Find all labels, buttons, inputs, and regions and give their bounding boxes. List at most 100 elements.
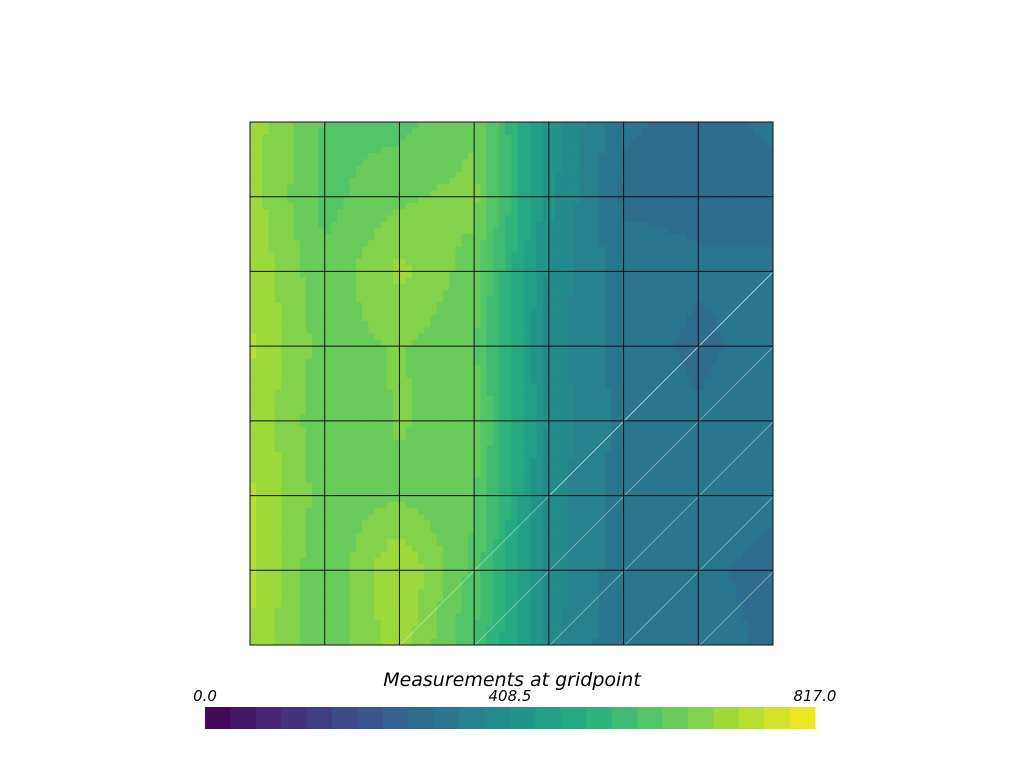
contour-cell: [299, 346, 307, 353]
contour-cell: [399, 358, 407, 366]
contour-cell: [380, 414, 388, 422]
contour-cell: [748, 165, 755, 173]
contour-cell: [604, 315, 612, 322]
contour-cell: [517, 227, 525, 235]
contour-cell: [318, 302, 326, 310]
contour-cell: [723, 277, 731, 285]
contour-cell: [648, 445, 656, 453]
contour-cell: [586, 395, 594, 403]
contour-cell: [567, 346, 575, 353]
contour-cell: [542, 483, 550, 490]
contour-cell: [760, 302, 768, 310]
contour-cell: [723, 377, 731, 385]
contour-cell: [766, 296, 773, 304]
contour-cell: [555, 321, 562, 329]
contour-cell: [623, 302, 631, 310]
contour-cell: [567, 402, 575, 410]
contour-cell: [629, 178, 637, 185]
contour-cell: [380, 308, 388, 316]
contour-cell: [250, 209, 257, 216]
contour-cell: [530, 277, 538, 285]
contour-cell: [710, 327, 718, 335]
contour-cell: [548, 159, 556, 167]
contour-cell: [598, 408, 606, 416]
contour-cell: [561, 402, 569, 410]
contour-cell: [642, 327, 650, 335]
contour-cell: [679, 464, 687, 472]
contour-cell: [393, 234, 401, 241]
contour-cell: [318, 128, 326, 136]
contour-cell: [716, 209, 724, 216]
contour-cell: [604, 476, 612, 484]
contour-cell: [443, 464, 450, 472]
contour-cell: [262, 395, 270, 403]
contour-cell: [685, 215, 693, 223]
contour-cell: [455, 395, 463, 403]
contour-cell: [617, 402, 625, 410]
contour-cell: [716, 470, 724, 478]
contour-cell: [337, 215, 344, 223]
contour-cell: [337, 476, 344, 484]
contour-cell: [642, 358, 650, 366]
contour-cell: [598, 265, 606, 273]
contour-cell: [268, 165, 276, 173]
contour-cell: [318, 352, 326, 360]
contour-cell: [648, 277, 656, 285]
contour-cell: [467, 178, 475, 185]
contour-cell: [723, 433, 731, 441]
contour-cell: [443, 258, 450, 266]
contour-cell: [499, 215, 506, 223]
contour-cell: [735, 383, 743, 391]
contour-cell: [716, 153, 724, 160]
contour-cell: [281, 358, 288, 366]
contour-cell: [760, 420, 768, 428]
contour-cell: [617, 227, 625, 235]
contour-cell: [343, 283, 351, 291]
contour-cell: [766, 321, 773, 329]
contour-cell: [474, 209, 481, 216]
contour-cell: [287, 451, 295, 459]
contour-cell: [405, 240, 413, 248]
contour-cell: [455, 358, 463, 366]
contour-cell: [555, 458, 562, 466]
contour-cell: [592, 202, 600, 210]
contour-cell: [405, 134, 413, 142]
contour-cell: [592, 196, 600, 204]
contour-cell: [723, 445, 731, 453]
contour-cell: [642, 209, 650, 216]
contour-cell: [306, 196, 313, 204]
contour-cell: [461, 215, 469, 223]
contour-cell: [667, 464, 674, 472]
contour-cell: [636, 339, 643, 347]
contour-cell: [250, 420, 257, 428]
contour-cell: [436, 402, 444, 410]
contour-cell: [486, 427, 494, 434]
contour-cell: [274, 339, 282, 347]
contour-cell: [399, 240, 407, 248]
contour-cell: [374, 427, 382, 434]
contour-cell: [424, 464, 432, 472]
contour-cell: [542, 283, 550, 291]
contour-cell: [729, 451, 737, 459]
contour-cell: [604, 178, 612, 185]
contour-cell: [679, 252, 687, 260]
contour-cell: [642, 339, 650, 347]
contour-cell: [362, 433, 369, 441]
contour-cell: [436, 308, 444, 316]
contour-cell: [660, 146, 668, 154]
contour-cell: [362, 283, 369, 291]
contour-cell: [318, 178, 326, 185]
contour-cell: [555, 402, 562, 410]
contour-cell: [436, 271, 444, 279]
contour-cell: [449, 383, 457, 391]
contour-cell: [461, 283, 469, 291]
contour-cell: [648, 271, 656, 279]
contour-cell: [436, 146, 444, 154]
contour-cell: [735, 146, 743, 154]
contour-cell: [424, 402, 432, 410]
contour-cell: [567, 146, 575, 154]
contour-cell: [754, 252, 762, 260]
contour-cell: [548, 383, 556, 391]
contour-cell: [648, 234, 656, 241]
contour-cell: [710, 146, 718, 154]
